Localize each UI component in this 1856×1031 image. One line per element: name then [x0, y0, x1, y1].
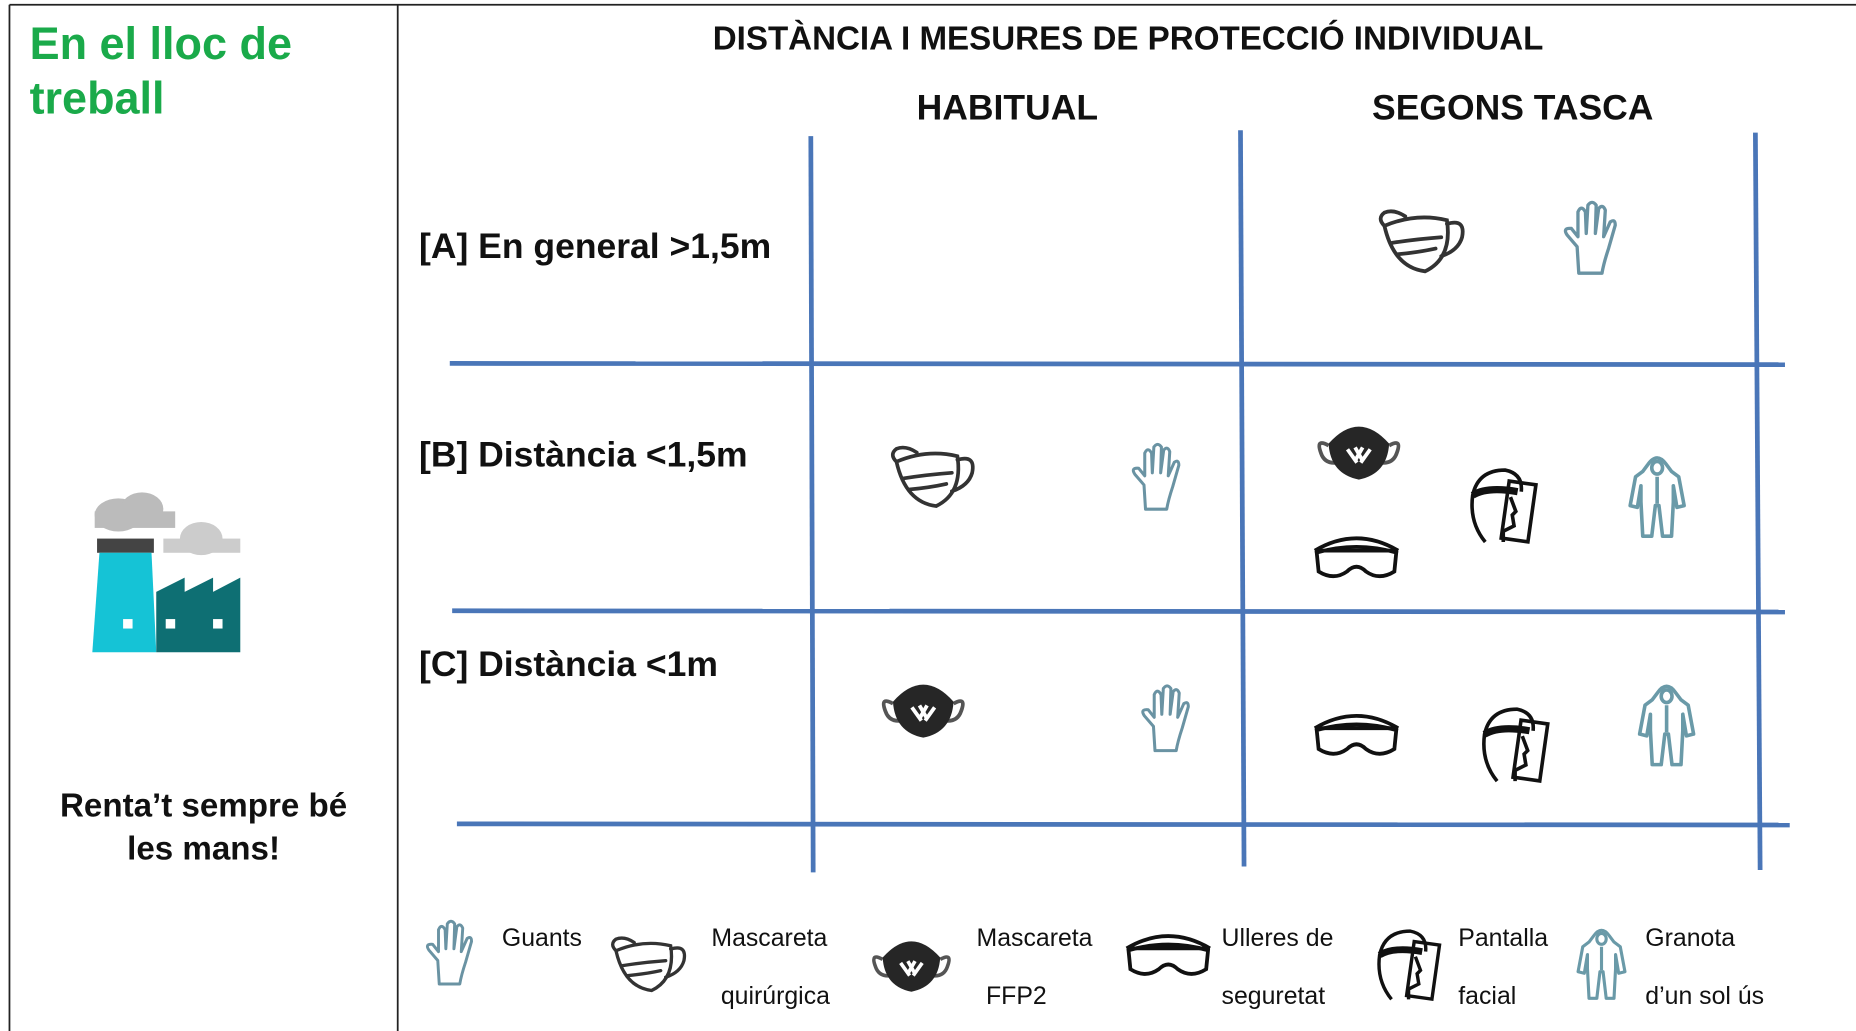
factory-icon: [92, 492, 241, 653]
legend-label: seguretat: [1222, 983, 1326, 1010]
header-title: DISTÀNCIA I MESURES DE PROTECCIÓ INDIVID…: [713, 20, 1544, 58]
grid: [449, 130, 1790, 873]
sidebar: En el lloc de treball Renta’t sempre bé …: [30, 18, 348, 867]
legend-label: quirúrgica: [721, 983, 830, 1010]
frame: [8, 3, 1856, 1031]
sidebar-footer: Renta’t sempre bé: [60, 788, 347, 825]
icons: [425, 200, 1693, 999]
sidebar-footer: les mans!: [127, 830, 280, 867]
column-header: SEGONS TASCA: [1372, 88, 1653, 128]
row-label: [A] En general >1,5m: [419, 226, 771, 266]
legend-label: Pantalla: [1458, 925, 1548, 952]
legend: Guants Mascareta quirúrgica Mascareta FFP2 Ul…: [502, 925, 1764, 1010]
legend-label: Guants: [502, 925, 582, 952]
legend-label: facial: [1458, 983, 1516, 1010]
row-label: [C] Distància <1m: [419, 644, 718, 684]
row-label: [B] Distància <1,5m: [419, 434, 748, 474]
legend-label: Mascareta: [977, 925, 1093, 952]
legend-label: Granota: [1645, 925, 1735, 952]
sidebar-title: En el lloc de: [30, 18, 292, 69]
column-header: HABITUAL: [917, 88, 1098, 128]
sidebar-title: treball: [30, 73, 165, 124]
legend-label: Mascareta: [711, 925, 827, 952]
legend-label: d’un sol ús: [1645, 983, 1764, 1010]
legend-label: FFP2: [986, 983, 1047, 1010]
legend-label: Ulleres de: [1222, 925, 1334, 952]
